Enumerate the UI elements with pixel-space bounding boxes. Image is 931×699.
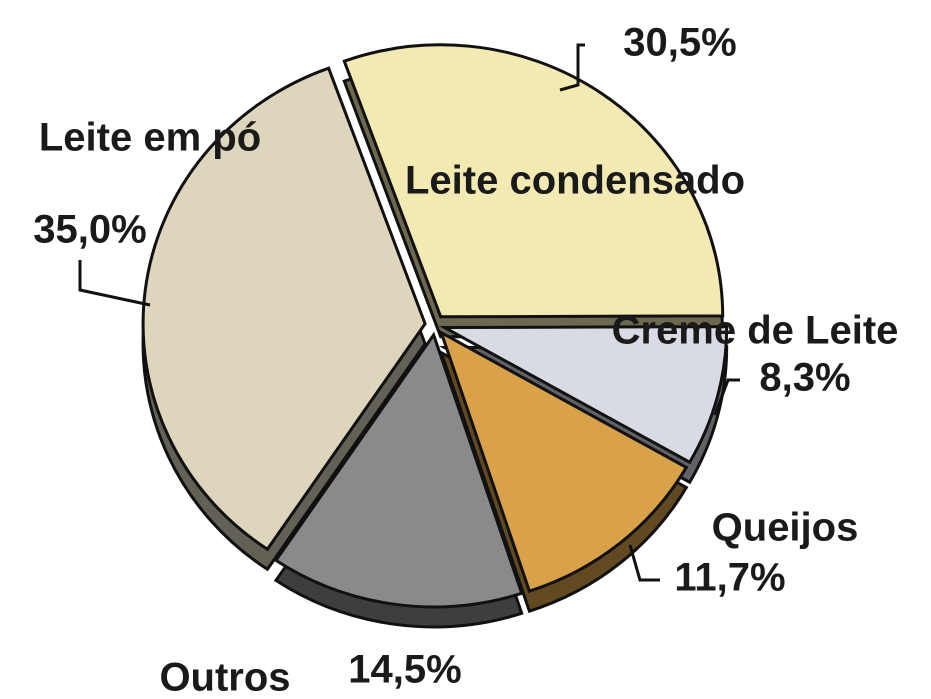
slice [438,325,729,465]
leader-line [559,43,585,92]
slice [141,66,427,552]
value-label: 35,0% [33,208,146,252]
value-label: 30,5% [623,21,736,65]
slice-label: Leite em pó [39,116,261,160]
slice-label: Creme de Leite [612,309,899,353]
slice-label: Queijos [712,506,859,550]
leader-line [713,378,740,416]
value-label: 8,3% [759,356,850,400]
value-label: 14,5% [348,648,461,692]
slice [342,43,725,319]
slice-label: Outros [159,656,290,699]
slice [273,331,524,609]
leader-line [628,544,660,582]
slice [438,329,689,594]
leader-line [78,260,151,307]
slice-label: Leite condensado [405,159,745,203]
value-label: 11,7% [674,556,785,600]
